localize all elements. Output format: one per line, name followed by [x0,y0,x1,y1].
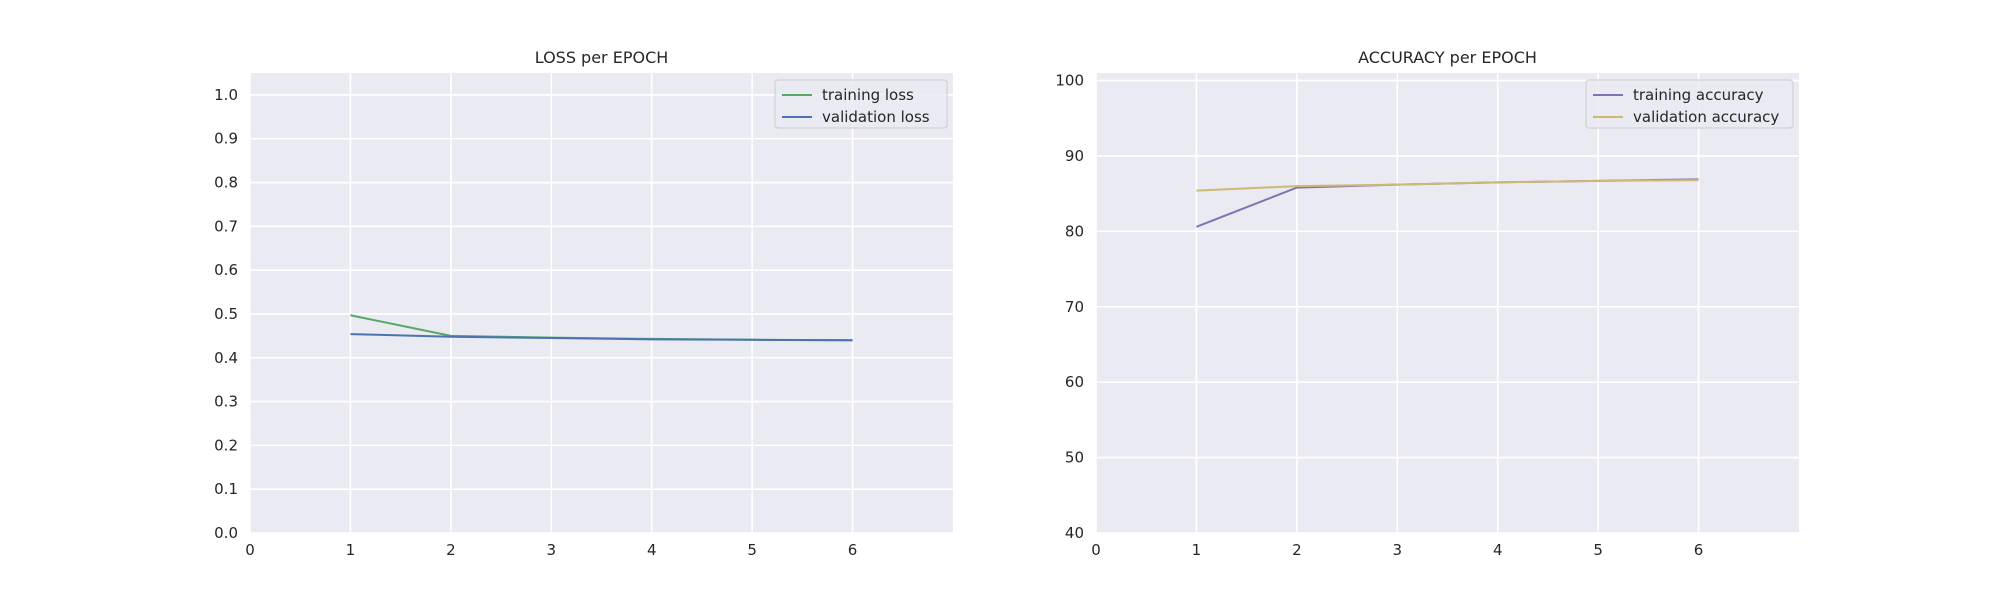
y-tick-label: 70 [1065,298,1084,316]
x-tick-label: 6 [1694,541,1704,559]
y-tick-label: 0.9 [214,130,238,148]
y-tick-label: 0.1 [214,480,238,498]
x-tick-label: 4 [1493,541,1503,559]
accuracy-chart: ACCURACY per EPOCH 0 1 2 3 4 5 6 40 50 60 70 80 90 10… [1055,48,1799,559]
legend: training loss validation loss [774,79,948,129]
y-tick-label: 0.6 [214,261,238,279]
y-tick-label: 0.5 [214,305,238,323]
x-tick-label: 1 [346,541,356,559]
legend: training accuracy validation accuracy [1585,79,1794,129]
y-tick-label: 0.0 [214,524,238,542]
x-tick-label: 3 [547,541,557,559]
legend-label: validation loss [822,108,930,126]
y-tick-label: 0.3 [214,393,238,411]
legend-label: validation accuracy [1633,108,1779,126]
y-tick-label: 80 [1065,222,1084,240]
loss-chart: LOSS per EPOCH 0 1 2 3 4 5 6 0.0 0.1 0.2 0.3 0.4 0.5… [214,48,953,559]
legend-box [774,79,948,129]
x-tick-label: 1 [1192,541,1202,559]
plot-area [1096,73,1799,533]
y-tick-label: 50 [1065,449,1084,467]
y-tick-label: 0.2 [214,436,238,454]
legend-label: training loss [822,86,914,104]
x-tick-label: 0 [1091,541,1101,559]
x-tick-label: 3 [1393,541,1403,559]
y-tick-label: 40 [1065,524,1084,542]
y-tick-label: 60 [1065,373,1084,391]
x-tick-label: 5 [1593,541,1603,559]
x-tick-label: 4 [647,541,657,559]
x-tick-label: 2 [1292,541,1302,559]
y-tick-label: 1.0 [214,86,238,104]
series-line-1 [1196,179,1699,192]
y-tick-label: 0.4 [214,349,238,367]
y-tick-label: 0.8 [214,174,238,192]
legend-box [1585,79,1794,129]
series-line-1 [350,333,853,342]
x-tick-label: 5 [747,541,757,559]
y-tick-label: 0.7 [214,217,238,235]
plot-area [250,73,953,533]
loss-chart-title: LOSS per EPOCH [535,48,669,67]
legend-label: training accuracy [1633,86,1764,104]
y-tick-label: 100 [1055,72,1084,90]
x-tick-label: 2 [446,541,456,559]
x-tick-label: 6 [848,541,858,559]
accuracy-chart-title: ACCURACY per EPOCH [1358,48,1537,67]
y-tick-label: 90 [1065,147,1084,165]
x-tick-label: 0 [245,541,255,559]
